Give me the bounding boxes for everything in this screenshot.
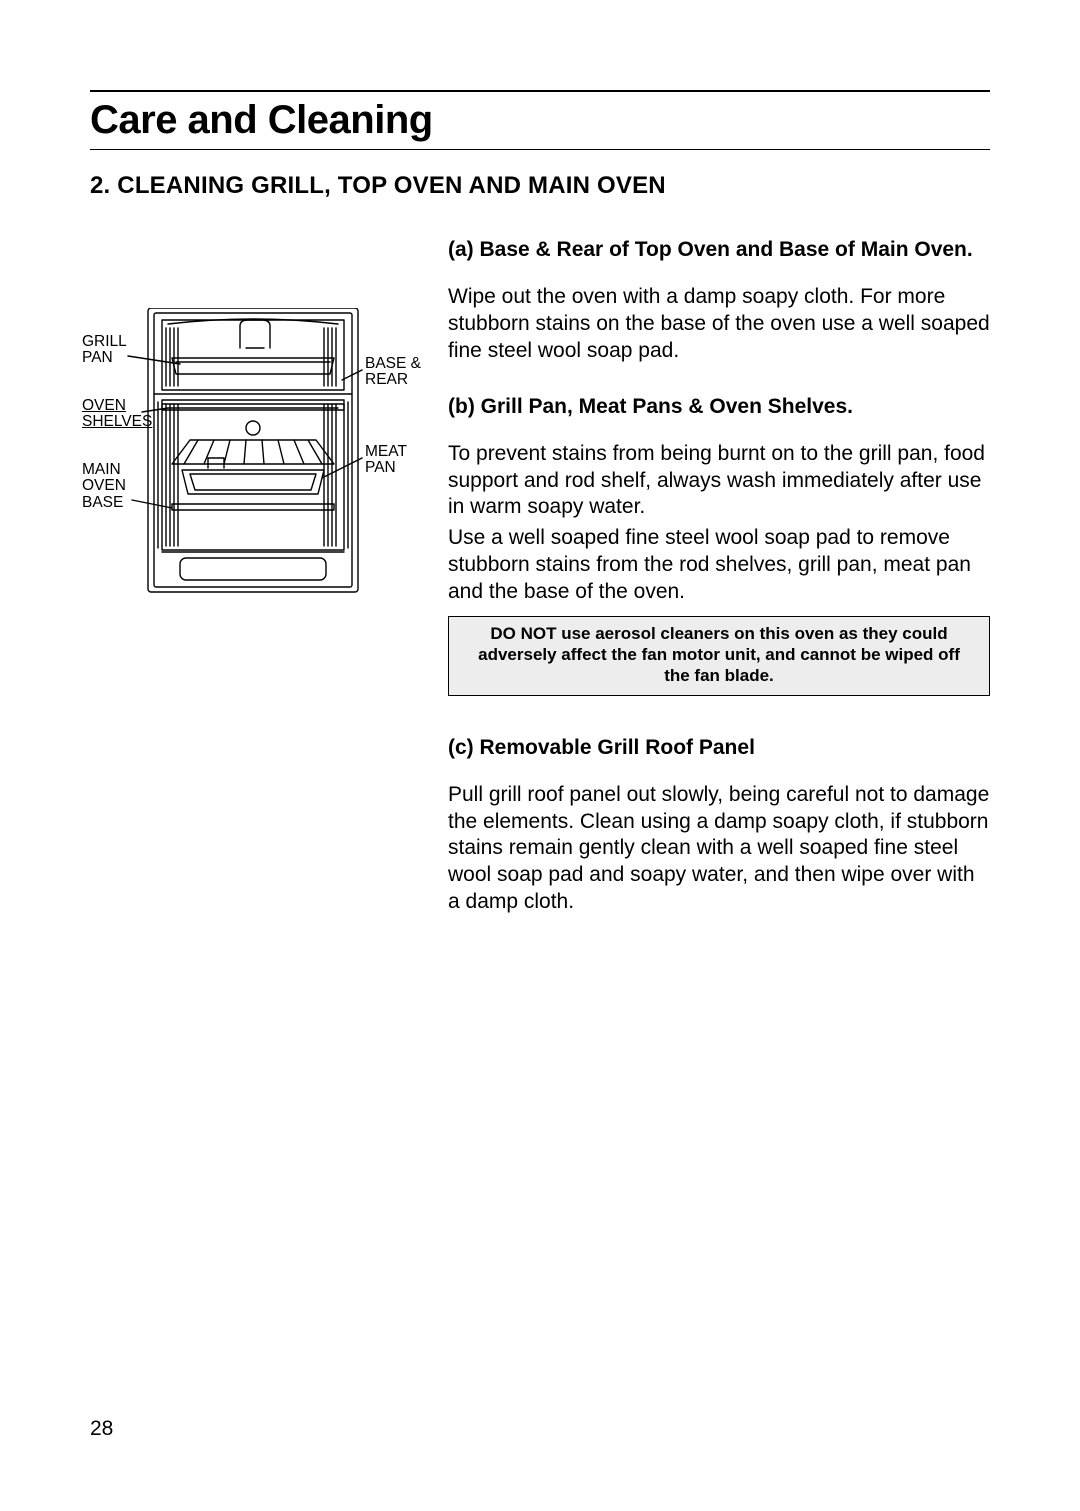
subsection-c-para: Pull grill roof panel out slowly, being … <box>448 782 990 916</box>
warning-box: DO NOT use aerosol cleaners on this oven… <box>448 616 990 696</box>
two-column-content: GRILL PAN OVEN SHELVES MAIN OVEN BASE BA… <box>90 238 990 946</box>
label-main-oven-base: MAIN OVEN BASE <box>82 462 126 511</box>
page-title: Care and Cleaning <box>90 92 990 149</box>
subsection-b-para2: Use a well soaped fine steel wool soap p… <box>448 525 990 606</box>
label-meat-pan: MEAT PAN <box>365 444 407 477</box>
subsection-c-heading: (c) Removable Grill Roof Panel <box>448 736 990 760</box>
page-content: Care and Cleaning 2. CLEANING GRILL, TOP… <box>90 90 990 946</box>
subsection-a-heading: (a) Base & Rear of Top Oven and Base of … <box>448 238 990 262</box>
section-title: 2. CLEANING GRILL, TOP OVEN AND MAIN OVE… <box>90 172 990 200</box>
oven-diagram: GRILL PAN OVEN SHELVES MAIN OVEN BASE BA… <box>90 308 420 608</box>
subsection-b-para1: To prevent stains from being burnt on to… <box>448 441 990 522</box>
page-number: 28 <box>90 1417 113 1441</box>
title-underline <box>90 149 990 150</box>
subsection-a-para: Wipe out the oven with a damp soapy clot… <box>448 284 990 365</box>
label-oven-shelves: OVEN SHELVES <box>82 398 152 431</box>
subsection-b-heading: (b) Grill Pan, Meat Pans & Oven Shelves. <box>448 395 990 419</box>
label-base-rear: BASE & REAR <box>365 356 421 389</box>
label-grill-pan: GRILL PAN <box>82 334 127 367</box>
diagram-column: GRILL PAN OVEN SHELVES MAIN OVEN BASE BA… <box>90 238 420 946</box>
text-column: (a) Base & Rear of Top Oven and Base of … <box>448 238 990 946</box>
